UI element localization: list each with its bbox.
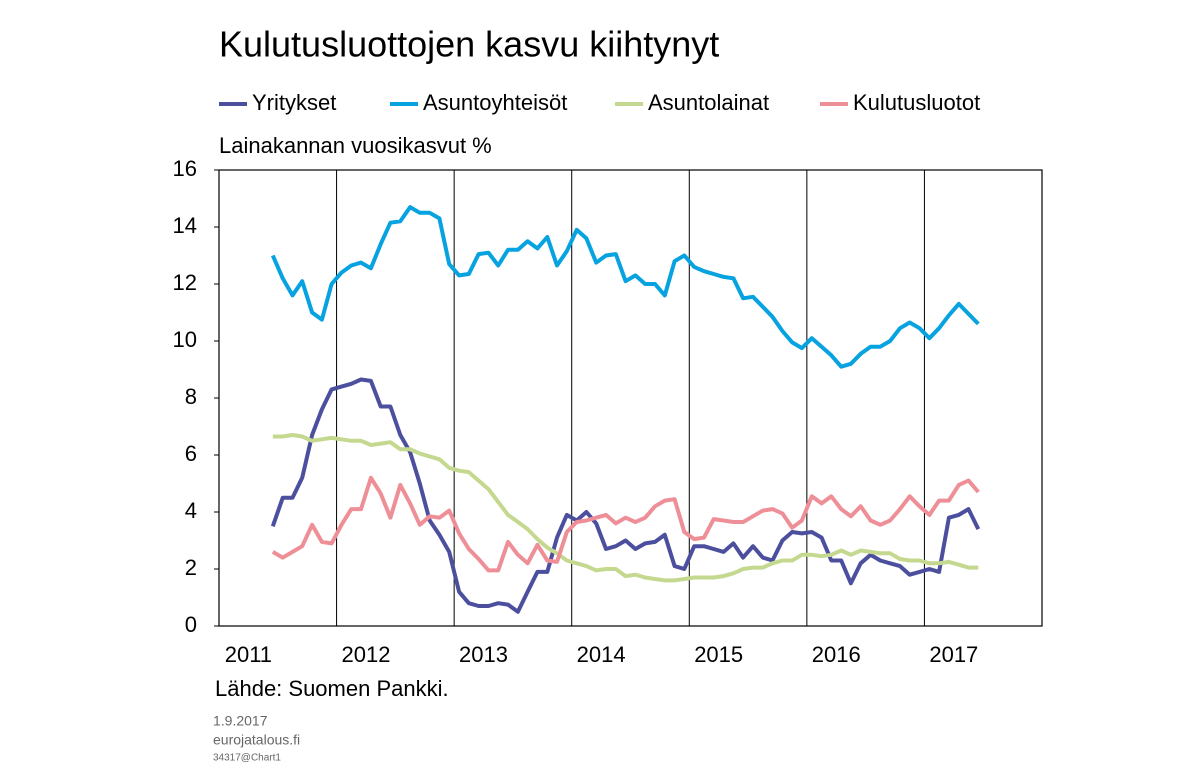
x-tick-label: 2016 — [812, 642, 861, 667]
y-tick-label: 6 — [185, 441, 197, 466]
x-tick-label: 2013 — [459, 642, 508, 667]
y-tick-label: 4 — [185, 498, 197, 523]
y-tick-label: 12 — [173, 270, 197, 295]
legend-label: Yritykset — [252, 90, 336, 115]
source: Lähde: Suomen Pankki. — [215, 676, 449, 701]
footer-id: 34317@Chart1 — [213, 753, 281, 764]
series-line — [271, 475, 980, 573]
x-tick-label: 2014 — [577, 642, 626, 667]
y-tick-label: 2 — [185, 555, 197, 580]
legend-label: Asuntolainat — [648, 90, 769, 115]
x-tick-label: 2011 — [225, 642, 272, 667]
x-tick-label: 2017 — [929, 642, 978, 667]
axis-subtitle: Lainakannan vuosikasvut % — [219, 133, 492, 158]
y-tick-label: 16 — [173, 156, 197, 181]
series-line — [270, 205, 980, 369]
footer-date: 1.9.2017 — [213, 713, 268, 729]
chart-title: Kulutusluottojen kasvu kiihtynyt — [219, 24, 719, 65]
legend-label: Kulutusluotot — [853, 90, 980, 115]
y-tick-label: 0 — [185, 612, 197, 637]
y-tick-label: 8 — [185, 384, 197, 409]
x-tick-label: 2015 — [694, 642, 743, 667]
footer-site: eurojatalous.fi — [213, 732, 300, 748]
y-tick-label: 14 — [173, 213, 197, 238]
plot-frame — [218, 169, 1043, 627]
y-tick-label: 10 — [173, 327, 197, 352]
x-tick-label: 2012 — [341, 642, 390, 667]
legend-label: Asuntoyhteisöt — [423, 90, 567, 115]
series-line — [272, 433, 979, 583]
series-line — [270, 377, 981, 614]
